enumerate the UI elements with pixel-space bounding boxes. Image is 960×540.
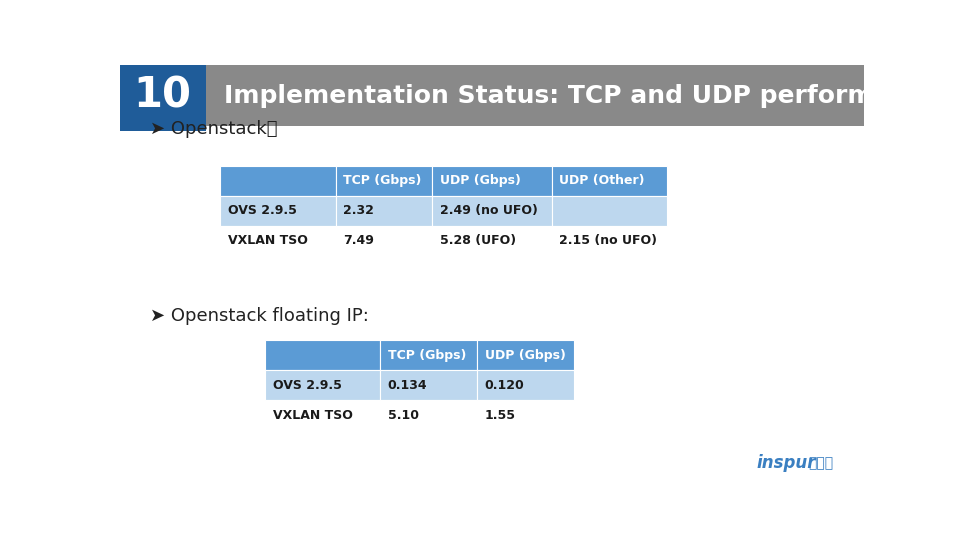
Text: 2.15 (no UFO): 2.15 (no UFO) — [559, 234, 657, 247]
FancyBboxPatch shape — [221, 196, 336, 226]
Text: 浪潮信: 浪潮信 — [808, 456, 833, 470]
Text: 5.28 (UFO): 5.28 (UFO) — [440, 234, 516, 247]
Text: 10: 10 — [133, 75, 192, 117]
FancyBboxPatch shape — [120, 126, 205, 131]
FancyBboxPatch shape — [265, 400, 380, 430]
Text: OVS 2.9.5: OVS 2.9.5 — [273, 379, 342, 392]
FancyBboxPatch shape — [477, 400, 574, 430]
FancyBboxPatch shape — [551, 166, 667, 196]
FancyBboxPatch shape — [380, 400, 477, 430]
Text: TCP (Gbps): TCP (Gbps) — [344, 174, 421, 187]
Text: 5.10: 5.10 — [388, 409, 419, 422]
FancyBboxPatch shape — [477, 370, 574, 400]
Text: VXLAN TSO: VXLAN TSO — [228, 234, 308, 247]
Text: TCP (Gbps): TCP (Gbps) — [388, 349, 467, 362]
FancyBboxPatch shape — [336, 196, 432, 226]
Text: 0.120: 0.120 — [485, 379, 524, 392]
FancyBboxPatch shape — [380, 370, 477, 400]
Text: 2.49 (no UFO): 2.49 (no UFO) — [440, 204, 538, 217]
FancyBboxPatch shape — [221, 166, 336, 196]
FancyBboxPatch shape — [551, 196, 667, 226]
FancyBboxPatch shape — [336, 166, 432, 196]
FancyBboxPatch shape — [551, 226, 667, 255]
FancyBboxPatch shape — [336, 226, 432, 255]
FancyBboxPatch shape — [221, 226, 336, 255]
FancyBboxPatch shape — [380, 341, 477, 370]
FancyBboxPatch shape — [432, 166, 551, 196]
Text: ➤ Openstack：: ➤ Openstack： — [150, 120, 277, 138]
Text: UDP (Other): UDP (Other) — [559, 174, 644, 187]
FancyBboxPatch shape — [477, 341, 574, 370]
Text: ➤ Openstack floating IP:: ➤ Openstack floating IP: — [150, 307, 369, 326]
Text: 2.32: 2.32 — [344, 204, 374, 217]
Text: 0.134: 0.134 — [388, 379, 427, 392]
FancyBboxPatch shape — [120, 65, 205, 126]
Text: inspur: inspur — [756, 454, 816, 472]
Text: OVS 2.9.5: OVS 2.9.5 — [228, 204, 297, 217]
Text: UDP (Gbps): UDP (Gbps) — [485, 349, 565, 362]
FancyBboxPatch shape — [265, 341, 380, 370]
Text: UDP (Gbps): UDP (Gbps) — [440, 174, 520, 187]
Text: Implementation Status: TCP and UDP performance: Implementation Status: TCP and UDP perfo… — [225, 84, 941, 107]
FancyBboxPatch shape — [432, 226, 551, 255]
Text: 7.49: 7.49 — [344, 234, 374, 247]
Text: VXLAN TSO: VXLAN TSO — [273, 409, 352, 422]
Text: 1.55: 1.55 — [485, 409, 516, 422]
FancyBboxPatch shape — [120, 65, 864, 126]
FancyBboxPatch shape — [265, 370, 380, 400]
FancyBboxPatch shape — [432, 196, 551, 226]
